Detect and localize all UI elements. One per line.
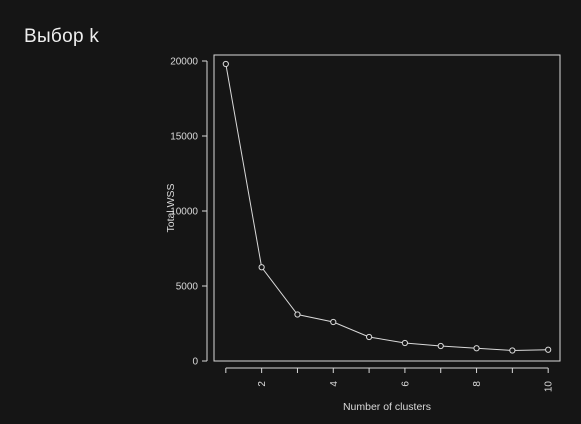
data-point: [294, 311, 301, 318]
y-tick-label: 15000: [170, 132, 198, 143]
x-tick-label: 4: [329, 381, 340, 387]
x-tick-label: 8: [472, 381, 483, 387]
x-tick-label: 2: [257, 381, 268, 387]
y-axis-label: Total WSS: [165, 183, 177, 232]
y-axis: 0 5000 10000 15000 20000: [170, 57, 208, 368]
data-point: [222, 60, 229, 68]
data-point: [473, 345, 480, 352]
data-point: [365, 333, 373, 341]
plot-frame: [213, 54, 561, 362]
x-tick-label: 6: [400, 381, 411, 387]
data-point: [545, 346, 552, 353]
data-point: [401, 339, 409, 347]
series-line: [225, 63, 549, 352]
data-point: [509, 347, 516, 354]
x-tick-label: 10: [544, 381, 555, 393]
y-tick-label: 5000: [176, 282, 199, 293]
series-total-wss: [222, 60, 552, 354]
data-point: [330, 318, 337, 326]
x-axis-label: Number of clusters: [343, 401, 431, 413]
data-point: [437, 342, 444, 350]
slide-title: Выбор k: [24, 26, 100, 47]
y-tick-label: 0: [192, 357, 198, 368]
y-tick-label: 10000: [170, 207, 198, 218]
x-axis: 2 4 6 8 10: [225, 367, 555, 393]
y-tick-label: 20000: [170, 57, 198, 68]
data-point: [258, 264, 265, 271]
